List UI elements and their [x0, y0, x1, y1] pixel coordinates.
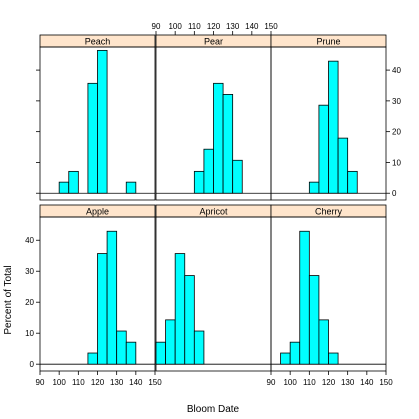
y-tick-label: 20 [392, 128, 401, 137]
histogram-bar [337, 137, 349, 194]
x-tick-label: 140 [245, 22, 259, 31]
left-y-axis [36, 69, 40, 194]
panel-frame [270, 46, 387, 201]
histogram-bar [213, 82, 224, 194]
histogram-bar [328, 60, 339, 194]
histogram-bar [318, 104, 329, 194]
y-tick-label: 30 [392, 97, 401, 106]
y-tick-label: 40 [392, 66, 401, 75]
histogram-bar [347, 170, 358, 194]
x-tick-label: 140 [360, 378, 374, 387]
top-x-axis: 90 100 110 120 130 140 150 [152, 22, 278, 35]
histogram-bar [308, 275, 320, 365]
panel-title: Cherry [315, 207, 343, 217]
x-tick-label: 140 [129, 378, 143, 387]
x-axis-label: Bloom Date [187, 404, 240, 415]
histogram-bar [125, 341, 137, 365]
histogram-bar [174, 253, 186, 365]
histogram-bar [193, 330, 205, 365]
x-tick-label: 110 [188, 22, 201, 31]
panel-title: Apple [86, 207, 109, 217]
panel-apple: Apple [39, 204, 156, 372]
x-tick-label: 150 [379, 378, 393, 387]
histogram-bar [97, 49, 108, 194]
panel-title: Peach [85, 37, 111, 47]
y-tick-label: 40 [25, 236, 34, 245]
x-tick-label: 130 [226, 22, 240, 31]
panel-title: Apricot [199, 207, 228, 217]
y-tick-label: 0 [30, 360, 35, 369]
histogram-bar [58, 181, 70, 194]
panel-pear: Pear [155, 34, 272, 201]
histogram-bar [87, 82, 98, 194]
histogram-bar [203, 148, 214, 194]
x-tick-label: 120 [322, 378, 336, 387]
x-tick-label: 120 [207, 22, 221, 31]
panel-title: Prune [316, 37, 340, 47]
bottom-x-axis: 90 100 110 120 130 140 150 [267, 371, 393, 387]
histogram-bar [165, 319, 176, 365]
bottom-x-axis: 90 100 110 120 130 140 150 [36, 371, 162, 387]
x-tick-label: 120 [91, 378, 105, 387]
histogram-bar [184, 275, 195, 365]
histogram-bar [155, 341, 166, 365]
y-axis-label: Percent of Total [3, 265, 14, 334]
x-tick-label: 130 [110, 378, 124, 387]
right-y-axis: 0 10 20 30 40 [386, 66, 401, 198]
histogram-bar [280, 352, 291, 365]
histogram-bar [68, 170, 79, 194]
histogram-bar [299, 230, 310, 365]
x-tick-label: 150 [264, 22, 278, 31]
x-tick-label: 110 [303, 378, 316, 387]
histogram-bar [318, 319, 329, 365]
x-tick-label: 130 [341, 378, 355, 387]
histogram-bar [193, 170, 205, 194]
x-tick-label: 150 [148, 378, 162, 387]
histogram-bar [232, 159, 243, 194]
y-tick-label: 30 [25, 267, 34, 276]
histogram-bar [87, 352, 98, 365]
panel-cherry: Cherry [270, 204, 387, 372]
x-tick-label: 100 [168, 22, 182, 31]
y-tick-label: 10 [25, 329, 34, 338]
x-tick-label: 100 [52, 378, 66, 387]
histogram-bar [106, 230, 118, 365]
histogram-bar [222, 94, 234, 194]
left-y-axis: 0 10 20 30 40 [25, 236, 40, 369]
histogram-bar [289, 341, 301, 365]
histogram-bar [116, 330, 127, 365]
panel-frame [39, 46, 156, 201]
x-tick-label: 110 [72, 378, 85, 387]
panels: Peach Pear Prune Apple Apricot Cherry [39, 34, 387, 372]
panel-peach: Peach [39, 34, 156, 201]
histogram-bar [125, 181, 137, 194]
y-tick-label: 10 [392, 158, 401, 167]
histogram-bar [97, 253, 108, 365]
x-tick-label: 90 [267, 378, 276, 387]
panel-title: Pear [204, 37, 223, 47]
panel-apricot: Apricot [155, 204, 272, 372]
y-tick-label: 0 [392, 189, 397, 198]
y-tick-label: 20 [25, 298, 34, 307]
x-tick-label: 90 [152, 22, 161, 31]
x-tick-label: 90 [36, 378, 45, 387]
histogram-bar [308, 181, 320, 194]
panel-prune: Prune [270, 34, 387, 201]
histogram-bar [328, 352, 339, 365]
x-tick-label: 100 [283, 378, 297, 387]
